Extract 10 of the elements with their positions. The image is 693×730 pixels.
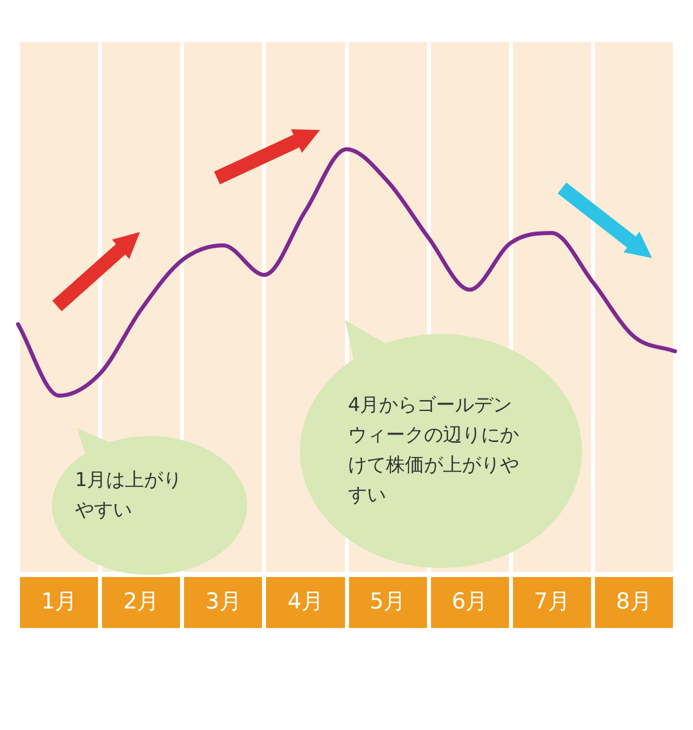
x-tick-label: 3月 bbox=[205, 590, 242, 615]
x-tick-label: 7月 bbox=[534, 590, 570, 615]
text: 1月は上がりやすい bbox=[75, 468, 184, 523]
x-tick-label: 5月 bbox=[370, 590, 406, 615]
x-tick-label: 1月 bbox=[41, 590, 78, 615]
x-tick-label: 4月 bbox=[287, 590, 324, 615]
x-tick-label: 6月 bbox=[452, 590, 488, 615]
x-tick-label: 8月 bbox=[616, 590, 652, 615]
x-tick-label: 2月 bbox=[123, 590, 160, 615]
annotation: 4月からゴールデンウィークの辺りにかけて株価が上がりやすい bbox=[348, 393, 520, 508]
